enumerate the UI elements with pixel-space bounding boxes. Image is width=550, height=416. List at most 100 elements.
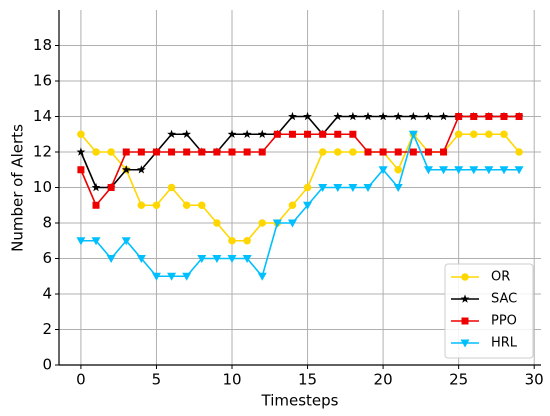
data-point bbox=[167, 272, 177, 281]
data-point bbox=[364, 148, 372, 156]
data-point bbox=[273, 130, 281, 138]
data-point bbox=[227, 129, 237, 138]
data-point bbox=[242, 129, 252, 138]
data-point bbox=[107, 148, 115, 156]
data-point bbox=[469, 130, 478, 139]
data-point bbox=[409, 148, 417, 156]
legend-label: PPO bbox=[491, 314, 517, 329]
data-point bbox=[288, 201, 297, 210]
data-point bbox=[393, 111, 403, 121]
data-point bbox=[348, 111, 358, 121]
y-tick-label: 16 bbox=[33, 72, 52, 90]
data-point bbox=[106, 255, 116, 263]
data-point bbox=[197, 201, 206, 210]
data-point bbox=[212, 255, 222, 263]
data-point bbox=[454, 166, 464, 175]
data-point bbox=[137, 201, 146, 210]
data-point bbox=[393, 184, 403, 192]
data-point bbox=[304, 130, 312, 138]
data-point bbox=[168, 148, 176, 156]
data-point bbox=[182, 201, 191, 210]
data-point bbox=[348, 184, 358, 192]
data-point bbox=[152, 201, 161, 210]
data-point bbox=[258, 219, 267, 227]
data-point bbox=[76, 237, 86, 246]
data-point bbox=[470, 113, 478, 120]
data-point bbox=[182, 272, 192, 281]
data-point bbox=[77, 130, 85, 139]
data-point bbox=[515, 148, 523, 156]
data-point bbox=[318, 184, 328, 192]
data-point bbox=[228, 148, 236, 156]
y-tick-label: 6 bbox=[42, 249, 52, 267]
data-point bbox=[76, 147, 86, 156]
data-point bbox=[485, 113, 493, 120]
data-point bbox=[92, 201, 100, 209]
data-point bbox=[243, 236, 251, 245]
x-tick-label: 25 bbox=[449, 371, 468, 389]
legend-marker bbox=[460, 339, 470, 348]
data-point bbox=[469, 166, 479, 175]
x-tick-label: 0 bbox=[76, 371, 86, 389]
data-point bbox=[440, 148, 448, 156]
y-tick-label: 2 bbox=[42, 320, 52, 338]
x-tick-label: 5 bbox=[152, 371, 162, 389]
data-point bbox=[394, 165, 403, 174]
data-point bbox=[288, 130, 296, 138]
y-tick-label: 0 bbox=[42, 356, 52, 374]
data-point bbox=[408, 130, 418, 139]
data-point bbox=[303, 201, 313, 210]
data-point bbox=[242, 255, 252, 263]
data-point bbox=[136, 165, 146, 174]
data-point bbox=[213, 148, 221, 156]
data-point bbox=[333, 111, 343, 121]
data-point bbox=[137, 148, 145, 156]
data-point bbox=[303, 183, 312, 192]
data-point bbox=[500, 130, 508, 139]
data-point bbox=[136, 255, 146, 263]
data-point bbox=[257, 272, 267, 281]
y-tick-label: 8 bbox=[42, 214, 52, 232]
data-point bbox=[272, 219, 282, 228]
data-point bbox=[258, 148, 266, 156]
data-point bbox=[334, 130, 342, 138]
data-point bbox=[514, 166, 524, 175]
data-point bbox=[500, 113, 508, 120]
data-point bbox=[197, 255, 207, 263]
data-point bbox=[183, 148, 191, 156]
data-point bbox=[379, 148, 387, 156]
data-point bbox=[227, 255, 237, 263]
legend-label: SAC bbox=[491, 292, 517, 307]
data-point bbox=[167, 129, 176, 138]
data-point bbox=[77, 166, 85, 174]
data-point bbox=[363, 184, 373, 192]
data-point bbox=[107, 184, 115, 191]
data-point bbox=[378, 111, 388, 121]
data-point bbox=[454, 130, 463, 139]
data-point bbox=[363, 111, 373, 121]
legend-marker bbox=[461, 273, 469, 281]
data-point bbox=[91, 237, 101, 246]
data-point bbox=[408, 111, 418, 121]
data-point bbox=[198, 148, 206, 156]
data-point bbox=[152, 148, 160, 156]
data-point bbox=[319, 130, 327, 138]
data-point bbox=[151, 272, 161, 281]
legend-marker bbox=[461, 317, 469, 325]
data-point bbox=[423, 166, 433, 175]
data-point bbox=[515, 113, 523, 120]
legend-box bbox=[444, 263, 534, 359]
data-point bbox=[92, 148, 100, 156]
data-point bbox=[439, 166, 449, 175]
data-point bbox=[288, 111, 297, 121]
y-tick-label: 10 bbox=[33, 178, 52, 196]
data-point bbox=[499, 166, 509, 175]
x-tick-label: 10 bbox=[222, 371, 241, 389]
y-axis-label: Number of Alerts bbox=[9, 124, 27, 252]
series-line bbox=[80, 115, 520, 207]
data-point bbox=[318, 148, 327, 156]
data-point bbox=[243, 148, 251, 156]
data-point bbox=[349, 130, 357, 138]
y-tick-label: 18 bbox=[33, 36, 52, 54]
